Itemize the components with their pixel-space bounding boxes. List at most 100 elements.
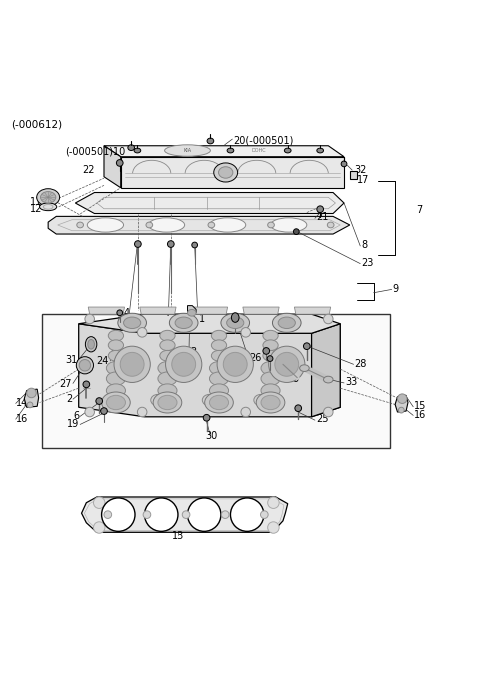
Ellipse shape xyxy=(108,340,123,351)
Text: 18: 18 xyxy=(271,368,283,379)
Text: 1: 1 xyxy=(199,314,205,325)
Ellipse shape xyxy=(221,314,250,332)
Ellipse shape xyxy=(211,340,227,351)
Ellipse shape xyxy=(158,372,177,385)
Ellipse shape xyxy=(192,242,198,248)
Polygon shape xyxy=(79,314,340,333)
Polygon shape xyxy=(312,324,340,416)
Ellipse shape xyxy=(143,511,151,519)
Text: 24: 24 xyxy=(96,356,109,366)
Ellipse shape xyxy=(300,365,309,372)
Polygon shape xyxy=(104,146,120,188)
Ellipse shape xyxy=(169,314,198,332)
Text: 33: 33 xyxy=(345,377,357,388)
Ellipse shape xyxy=(293,229,299,234)
Bar xyxy=(42,314,390,448)
Text: KIA: KIA xyxy=(183,148,192,153)
Ellipse shape xyxy=(221,511,229,519)
Ellipse shape xyxy=(108,351,123,361)
Ellipse shape xyxy=(203,414,210,421)
Ellipse shape xyxy=(188,498,221,531)
Text: 25: 25 xyxy=(316,414,329,424)
Text: 29: 29 xyxy=(288,374,300,384)
Ellipse shape xyxy=(85,314,95,324)
Text: 4: 4 xyxy=(164,308,169,318)
Ellipse shape xyxy=(94,497,105,508)
Ellipse shape xyxy=(102,392,130,413)
Ellipse shape xyxy=(223,352,247,376)
Ellipse shape xyxy=(398,407,404,413)
Ellipse shape xyxy=(324,376,333,383)
Polygon shape xyxy=(188,306,196,313)
Ellipse shape xyxy=(209,395,228,409)
Ellipse shape xyxy=(118,314,146,332)
Ellipse shape xyxy=(241,328,251,337)
Ellipse shape xyxy=(79,360,91,371)
Polygon shape xyxy=(82,497,288,532)
Polygon shape xyxy=(120,157,344,188)
Ellipse shape xyxy=(175,317,192,328)
Polygon shape xyxy=(79,324,340,416)
Ellipse shape xyxy=(134,241,141,247)
Ellipse shape xyxy=(36,189,60,206)
Ellipse shape xyxy=(27,389,36,398)
Ellipse shape xyxy=(158,395,177,409)
Text: 20(-000501): 20(-000501) xyxy=(233,135,293,145)
Ellipse shape xyxy=(146,222,153,228)
Ellipse shape xyxy=(77,222,84,228)
Text: 22: 22 xyxy=(82,164,95,174)
Text: 14: 14 xyxy=(16,398,28,408)
Ellipse shape xyxy=(303,343,310,349)
Ellipse shape xyxy=(117,310,122,316)
Ellipse shape xyxy=(269,346,305,382)
Ellipse shape xyxy=(268,497,279,508)
Polygon shape xyxy=(24,389,38,407)
Text: DOHC: DOHC xyxy=(252,148,266,153)
Ellipse shape xyxy=(168,241,174,247)
Ellipse shape xyxy=(273,314,301,332)
Ellipse shape xyxy=(263,348,270,354)
Polygon shape xyxy=(294,307,331,314)
Ellipse shape xyxy=(324,314,333,324)
Ellipse shape xyxy=(39,203,57,211)
Ellipse shape xyxy=(148,218,185,232)
Text: 30: 30 xyxy=(205,431,217,441)
Ellipse shape xyxy=(227,317,244,328)
Ellipse shape xyxy=(182,511,190,519)
Ellipse shape xyxy=(114,346,150,382)
Ellipse shape xyxy=(261,511,268,519)
Text: 16: 16 xyxy=(16,414,28,424)
Ellipse shape xyxy=(76,357,94,374)
Ellipse shape xyxy=(278,317,295,328)
Ellipse shape xyxy=(88,340,95,349)
Ellipse shape xyxy=(202,394,216,406)
Ellipse shape xyxy=(217,346,253,382)
Ellipse shape xyxy=(160,340,175,351)
Ellipse shape xyxy=(104,511,112,519)
Polygon shape xyxy=(243,307,279,314)
Ellipse shape xyxy=(284,148,291,153)
Ellipse shape xyxy=(209,218,246,232)
Ellipse shape xyxy=(128,145,134,150)
Text: 5: 5 xyxy=(271,361,277,371)
Ellipse shape xyxy=(40,192,56,203)
Text: 23: 23 xyxy=(362,258,374,268)
Ellipse shape xyxy=(158,361,177,374)
Text: 32: 32 xyxy=(355,165,367,175)
Ellipse shape xyxy=(137,328,147,337)
Ellipse shape xyxy=(268,222,275,228)
Text: 7: 7 xyxy=(417,205,423,215)
Ellipse shape xyxy=(230,498,264,531)
Text: 9: 9 xyxy=(393,284,399,295)
Ellipse shape xyxy=(397,394,407,403)
Ellipse shape xyxy=(27,402,33,407)
Ellipse shape xyxy=(261,361,280,374)
Text: (-000501)10: (-000501)10 xyxy=(65,146,125,157)
Polygon shape xyxy=(192,307,228,314)
Ellipse shape xyxy=(107,395,125,409)
Ellipse shape xyxy=(101,407,108,414)
Ellipse shape xyxy=(261,384,280,397)
Ellipse shape xyxy=(85,407,95,416)
Ellipse shape xyxy=(160,351,175,361)
Polygon shape xyxy=(395,395,408,412)
